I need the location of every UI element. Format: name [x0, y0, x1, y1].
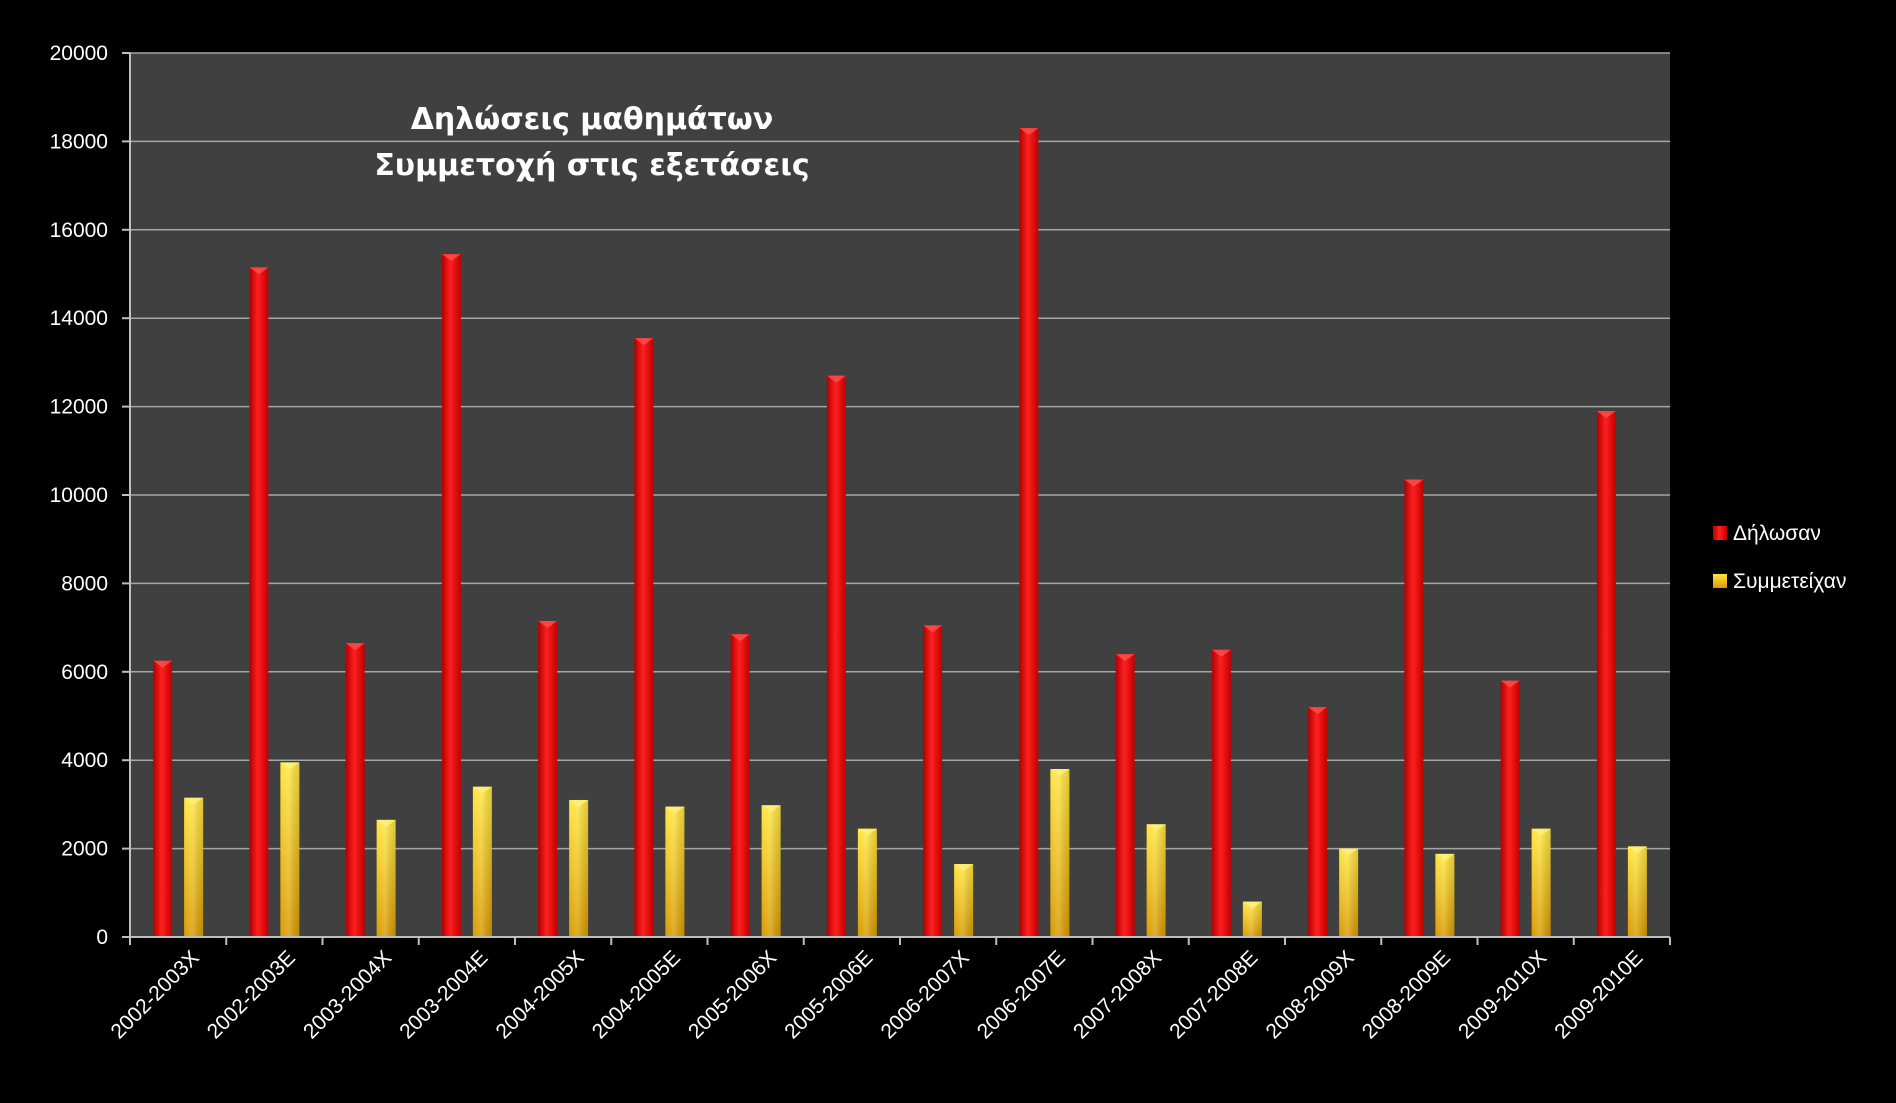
- y-tick-label: 8000: [61, 572, 108, 595]
- bar-dilosan: [923, 625, 943, 937]
- y-tick-label: 20000: [50, 42, 108, 65]
- bar-symmeteixan: [1435, 853, 1455, 937]
- x-tick-label: 2004-2005Χ: [491, 946, 588, 1043]
- bar-dilosan: [1596, 411, 1616, 937]
- y-tick-label: 10000: [50, 484, 108, 507]
- bar-dilosan: [1500, 680, 1520, 937]
- y-tick-label: 4000: [61, 749, 108, 772]
- bar-symmeteixan: [376, 819, 396, 937]
- bar-dilosan: [826, 375, 846, 937]
- bar-symmeteixan: [1146, 824, 1166, 937]
- bar-dilosan: [441, 254, 461, 938]
- y-tick-label: 16000: [50, 219, 108, 242]
- x-tick-label: 2005-2006Ε: [780, 946, 877, 1043]
- y-tick-label: 6000: [61, 661, 108, 684]
- x-tick-label: 2007-2008Χ: [1069, 946, 1166, 1043]
- chart-title: Δηλώσεις μαθημάτων Συμμετοχή στις εξετάσ…: [374, 102, 809, 183]
- bar-dilosan: [345, 643, 365, 937]
- axes: [122, 52, 1671, 945]
- x-tick-label: 2008-2009Ε: [1358, 946, 1455, 1043]
- bar-dilosan: [1404, 479, 1424, 937]
- bar-symmeteixan: [857, 828, 877, 937]
- bar-dilosan: [153, 660, 173, 937]
- bar-symmeteixan: [472, 786, 492, 937]
- legend-item-dilosan: Δήλωσαν: [1713, 522, 1821, 545]
- legend: Δήλωσαν Συμμετείχαν: [1713, 522, 1846, 593]
- x-tick-labels: 2002-2003Χ 2002-2003Ε 2003-2004Χ 2003-2004Ε…: [106, 946, 1647, 1043]
- bar-symmeteixan: [1627, 846, 1647, 937]
- y-tick-label: 0: [96, 926, 108, 949]
- y-tick-label: 12000: [50, 396, 108, 419]
- x-tick-label: 2009-2010Χ: [1454, 946, 1551, 1043]
- x-tick-label: 2007-2008Ε: [1165, 946, 1262, 1043]
- bar-symmeteixan: [280, 762, 300, 937]
- legend-label-symmeteixan: Συμμετείχαν: [1733, 570, 1846, 593]
- bar-symmeteixan: [569, 799, 589, 937]
- chart-title-line-2: Συμμετοχή στις εξετάσεις: [374, 148, 809, 183]
- x-tick-label: 2005-2006Χ: [684, 946, 781, 1043]
- x-tick-label: 2008-2009Χ: [1261, 946, 1358, 1043]
- legend-swatch-dilosan: [1713, 526, 1727, 540]
- x-tick-label: 2002-2003Ε: [203, 946, 300, 1043]
- x-tick-label: 2002-2003Χ: [106, 946, 203, 1043]
- bar-symmeteixan: [1531, 828, 1551, 937]
- bar-symmeteixan: [761, 805, 781, 937]
- bars: [153, 128, 1647, 938]
- bar-dilosan: [634, 338, 654, 938]
- y-tick-label: 14000: [50, 307, 108, 330]
- x-tick-label: 2003-2004Ε: [395, 946, 492, 1043]
- legend-swatch-symmeteixan: [1713, 574, 1727, 588]
- x-tick-label: 2004-2005Ε: [588, 946, 685, 1043]
- y-tick-label: 2000: [61, 838, 108, 861]
- bar-symmeteixan: [1050, 769, 1070, 937]
- bar-dilosan: [1019, 128, 1039, 937]
- x-tick-label: 2006-2007Χ: [876, 946, 973, 1043]
- bar-dilosan: [249, 267, 269, 937]
- bar-dilosan: [730, 634, 750, 937]
- bar-dilosan: [1115, 654, 1135, 937]
- legend-item-symmeteixan: Συμμετείχαν: [1713, 570, 1846, 593]
- bar-symmeteixan: [184, 797, 204, 937]
- bar-symmeteixan: [665, 806, 685, 937]
- y-tick-label: 18000: [50, 130, 108, 153]
- bar-dilosan: [538, 620, 558, 937]
- x-tick-label: 2009-2010Ε: [1550, 946, 1647, 1043]
- y-tick-labels: 0 2000 4000 6000 8000 10000 12000 14000 16000 180…: [50, 42, 108, 949]
- bar-dilosan: [1211, 649, 1231, 937]
- gridlines: [130, 52, 1670, 850]
- bar-dilosan: [1308, 707, 1328, 937]
- chart-title-line-1: Δηλώσεις μαθημάτων: [411, 102, 774, 137]
- legend-label-dilosan: Δήλωσαν: [1733, 522, 1821, 545]
- bar-symmeteixan: [954, 864, 974, 937]
- bar-symmeteixan: [1339, 848, 1359, 937]
- x-tick-label: 2006-2007Ε: [973, 946, 1070, 1043]
- x-tick-label: 2003-2004Χ: [299, 946, 396, 1043]
- bar-symmeteixan: [1242, 901, 1262, 937]
